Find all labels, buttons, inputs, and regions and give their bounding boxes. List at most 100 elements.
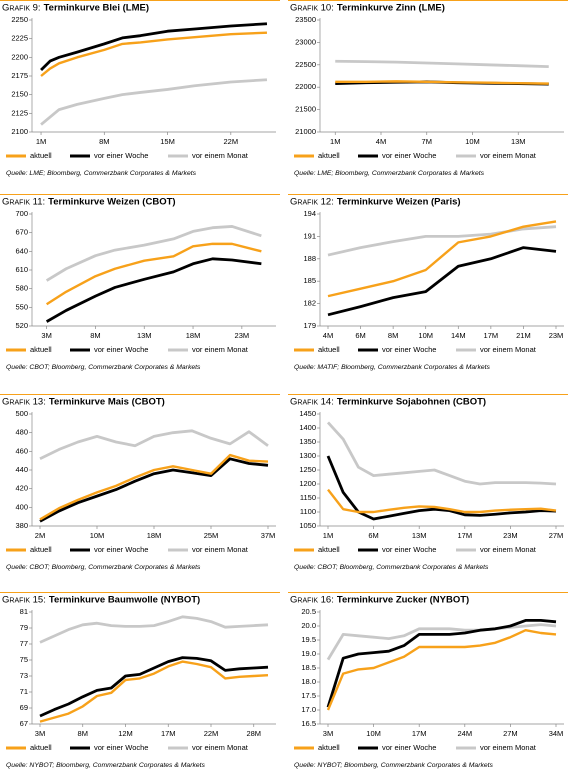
y-tick-label: 610 [15,265,28,274]
chart-panel: Grafik 12: Terminkurve Weizen (Paris) 4M 6M… [288,194,568,371]
x-tick-label: 8M [99,137,109,146]
chart-label: Grafik 13: [2,397,46,408]
y-tick-label: 2175 [11,71,28,80]
y-tick-label: 2225 [11,34,28,43]
series-line [327,220,557,298]
x-tick-label: 23M [235,331,250,340]
y-tick-label: 520 [15,321,28,330]
legend-label: vor einem Monat [480,151,537,160]
x-tick-label: 27M [549,531,564,540]
y-tick-label: 580 [15,284,28,293]
y-tick-label: 1150 [300,493,316,502]
chart-source: Quelle: NYBOT; Bloomberg, Commerzbank Co… [6,762,206,769]
chart-title: Terminkurve Blei (LME) [44,3,149,14]
y-tick-label: 1100 [300,507,316,516]
y-tick-label: 2200 [11,52,28,61]
legend-label: vor einer Woche [382,743,436,752]
series-line [45,257,262,323]
x-tick-label: 17M [412,729,427,738]
y-tick-label: 1300 [299,451,316,460]
series-line [326,455,557,521]
x-tick-label: 12M [118,729,133,738]
x-tick-label: 24M [458,729,473,738]
series-line [39,660,269,723]
series-line [40,22,268,72]
y-tick-label: 700 [15,209,28,218]
y-tick-label: 2100 [11,127,28,136]
chart-source: Quelle: CBOT; Bloomberg, Commerzbank Cor… [6,364,201,371]
x-tick-label: 4M [323,331,333,340]
x-tick-label: 1M [323,531,333,540]
chart-panel: Grafik 15: Terminkurve Baumwolle (NYBOT) 3… [0,592,280,769]
y-tick-label: 19.0 [301,649,316,658]
y-tick-label: 23000 [295,37,316,46]
x-tick-label: 17M [161,729,176,738]
series-line [326,619,557,708]
legend-label: vor einer Woche [382,545,436,554]
legend-label: vor einer Woche [94,743,148,752]
y-tick-label: 17.5 [301,691,316,700]
x-tick-label: 2M [35,531,45,540]
y-tick-label: 77 [20,639,28,648]
legend-label: aktuell [30,545,52,554]
x-tick-label: 25M [204,531,219,540]
x-tick-label: 18M [147,531,162,540]
y-tick-label: 20.0 [301,621,316,630]
y-tick-label: 17.0 [301,705,316,714]
chart-label: Grafik 12: [290,197,334,208]
chart-panel: Grafik 10: Terminkurve Zinn (LME) 1M 4M 7M 10… [288,0,568,177]
chart-label: Grafik 11: [2,197,45,208]
x-tick-label: 4M [376,137,386,146]
chart-title: Terminkurve Weizen (CBOT) [48,197,175,208]
x-tick-label: 3M [323,729,333,738]
y-tick-label: 380 [15,521,28,530]
y-tick-label: 18.5 [301,663,316,672]
y-tick-label: 19.5 [301,635,316,644]
x-tick-label: 3M [41,331,51,340]
legend-label: aktuell [318,151,340,160]
y-tick-label: 16.5 [301,719,316,728]
series-line [335,80,549,85]
y-tick-label: 440 [15,465,28,474]
y-tick-label: 71 [20,687,28,696]
series-line [327,488,557,514]
chart-title: Terminkurve Zinn (LME) [337,3,445,14]
x-tick-label: 23M [549,331,564,340]
legend-label: vor einem Monat [192,345,249,354]
x-tick-label: 10M [90,531,105,540]
chart-source: Quelle: CBOT; Bloomberg, Commerzbank Cor… [6,564,201,571]
chart-title: Terminkurve Weizen (Paris) [337,197,461,208]
legend-label: aktuell [318,545,340,554]
chart-label: Grafik 16: [290,595,334,606]
chart-panel: Grafik 13: Terminkurve Mais (CBOT) 2M 10M 18… [0,394,280,571]
y-tick-label: 191 [303,231,316,240]
y-tick-label: 1350 [299,437,316,446]
y-tick-label: 22500 [295,60,316,69]
series-line [39,453,269,521]
y-tick-label: 1250 [299,465,316,474]
chart-label: Grafik 14: [290,397,334,408]
chart-source: Quelle: LME; Bloomberg, Commerzbank Corp… [294,170,485,177]
y-tick-label: 188 [303,254,316,263]
legend-label: aktuell [30,151,52,160]
x-tick-label: 15M [160,137,175,146]
series-line [326,629,557,711]
x-tick-label: 6M [368,531,378,540]
legend-label: aktuell [30,743,52,752]
legend-label: vor einem Monat [192,545,249,554]
y-tick-label: 67 [20,719,28,728]
legend-label: vor einem Monat [480,345,537,354]
x-tick-label: 8M [90,331,100,340]
x-tick-label: 23M [503,531,518,540]
y-tick-label: 2125 [11,108,28,117]
chart-title: Terminkurve Baumwolle (NYBOT) [49,595,200,606]
series-line [40,31,268,77]
x-tick-label: 28M [246,729,261,738]
y-tick-label: 670 [15,228,28,237]
series-line [327,225,557,257]
series-line [335,59,549,68]
chart-title: Terminkurve Sojabohnen (CBOT) [337,397,486,408]
x-tick-label: 37M [261,531,276,540]
legend-label: vor einem Monat [192,151,249,160]
